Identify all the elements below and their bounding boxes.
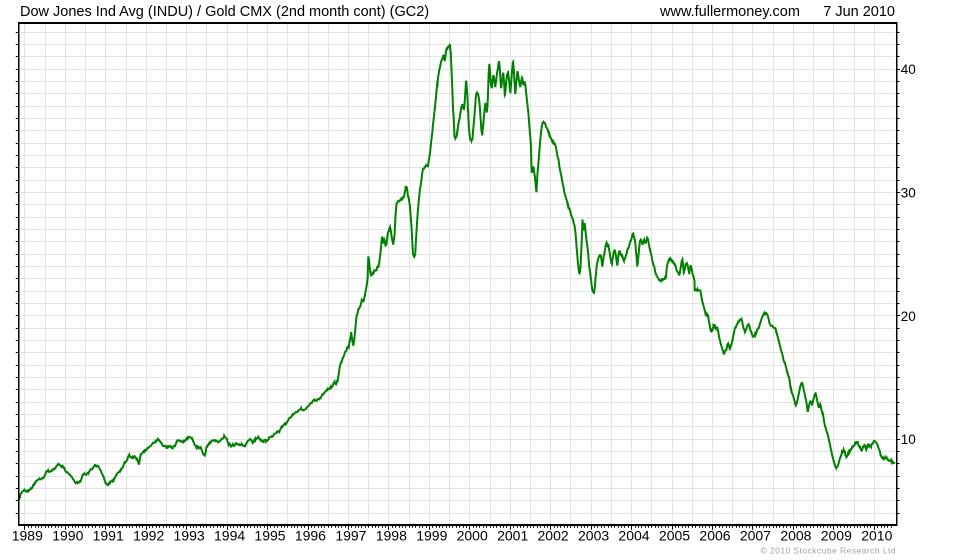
svg-text:1993: 1993: [174, 527, 205, 543]
svg-text:1999: 1999: [416, 527, 447, 543]
svg-text:2010: 2010: [861, 527, 892, 543]
svg-text:2006: 2006: [699, 527, 730, 543]
svg-text:2001: 2001: [497, 527, 528, 543]
svg-text:2002: 2002: [538, 527, 569, 543]
svg-text:1991: 1991: [93, 527, 124, 543]
svg-text:© 2010 Stockcube Research Ltd: © 2010 Stockcube Research Ltd: [760, 546, 896, 556]
svg-text:40: 40: [901, 62, 916, 77]
svg-text:20: 20: [901, 309, 916, 324]
svg-text:Dow Jones Ind Avg (INDU) / Gol: Dow Jones Ind Avg (INDU) / Gold CMX (2nd…: [20, 4, 429, 20]
svg-text:1989: 1989: [12, 527, 43, 543]
svg-text:2007: 2007: [740, 527, 771, 543]
svg-text:2008: 2008: [780, 527, 811, 543]
svg-text:1996: 1996: [295, 527, 326, 543]
svg-text:10: 10: [901, 432, 916, 447]
svg-text:www.fullermoney.com: www.fullermoney.com: [659, 4, 800, 20]
svg-text:1998: 1998: [376, 527, 407, 543]
svg-text:2003: 2003: [578, 527, 609, 543]
svg-text:7 Jun 2010: 7 Jun 2010: [823, 4, 895, 20]
svg-text:2000: 2000: [457, 527, 488, 543]
svg-text:2005: 2005: [659, 527, 690, 543]
svg-text:2004: 2004: [618, 527, 649, 543]
svg-text:1997: 1997: [335, 527, 366, 543]
svg-text:30: 30: [901, 186, 916, 201]
svg-text:1992: 1992: [133, 527, 164, 543]
svg-text:2009: 2009: [821, 527, 852, 543]
svg-text:1995: 1995: [254, 527, 285, 543]
svg-text:1994: 1994: [214, 527, 245, 543]
svg-text:1990: 1990: [52, 527, 83, 543]
